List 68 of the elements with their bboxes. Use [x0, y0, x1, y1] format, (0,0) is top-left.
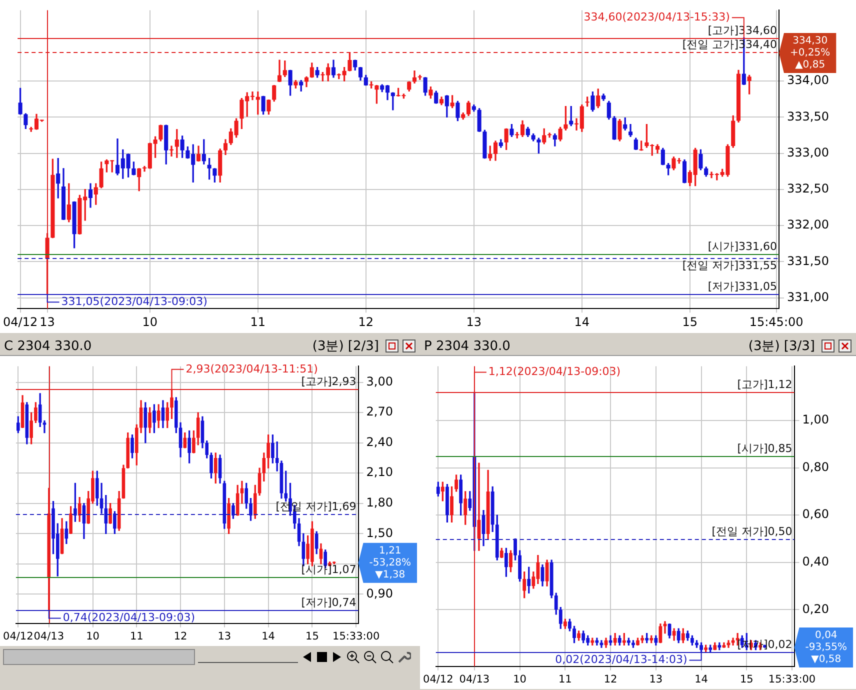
y-tick-label: 334,00: [787, 73, 830, 88]
y-tick-label: 2,70: [366, 404, 393, 419]
y-tick-label: 331,50: [787, 254, 830, 268]
text: 0,04 -93,55% ▼0,58: [805, 630, 848, 666]
annotation: 0,02(2023/04/13-14:03): [555, 653, 688, 666]
x-tick-label: 14: [262, 630, 276, 642]
y-tick-label: 3,00: [366, 374, 393, 388]
y-tick-label: 2,10: [366, 465, 393, 480]
y-tick-label: 333,50: [787, 109, 830, 124]
x-tick-label: 14: [694, 673, 708, 686]
x-tick-label: 15:33:00: [332, 630, 380, 642]
x-tick-label: 13: [466, 314, 482, 329]
ref-line-label: [고가]2,93: [301, 374, 356, 388]
ref-line-label: [저가]0,74: [301, 596, 356, 609]
x-tick-label: 10: [513, 673, 526, 686]
ref-line-label: [시가]0,85: [737, 442, 792, 455]
annotation: 2,93(2023/04/13-11:51): [186, 362, 318, 376]
y-tick-label: 2,40: [366, 434, 393, 449]
y-tick-label: 0,20: [802, 602, 829, 616]
ref-line-label: [시가]1,07: [301, 562, 356, 576]
x-tick-label: 12: [174, 630, 188, 642]
y-tick-label: 0,90: [366, 586, 393, 600]
y-tick-label: 332,50: [787, 182, 830, 196]
ref-line-label: [저가]331,05: [708, 280, 778, 293]
x-tick-label: 15:33:00: [768, 673, 816, 686]
x-tick-label: 12: [358, 314, 374, 329]
annotation: 331,05(2023/04/13-09:03): [61, 295, 208, 308]
x-tick-label: 13: [218, 630, 232, 642]
ref-line-label: [전일 저가]0,50: [712, 524, 792, 538]
y-tick-label: 0,60: [802, 507, 829, 522]
x-tick-label: 04/12: [3, 630, 34, 642]
x-tick-label: 04/12: [3, 314, 38, 329]
ref-line-label: [시가]331,60: [708, 240, 778, 253]
x-tick-label: 04/13: [459, 673, 490, 686]
ref-line-label: [전일 저가]331,55: [682, 258, 778, 272]
y-tick-label: 0,40: [802, 554, 829, 569]
ref-line-label: [고가]1,12: [737, 378, 792, 391]
x-tick-label: 04/13: [34, 630, 64, 642]
chart-subtitle: (3분) [2/3]: [312, 338, 379, 355]
x-tick-label: 10: [142, 314, 158, 329]
chart-title: C 2304 330.0: [4, 338, 93, 354]
x-tick-label: 12: [604, 673, 618, 686]
chart-title: P 2304 330.0: [424, 338, 512, 354]
x-tick-label: 15: [740, 673, 754, 686]
text: 334,30 +0,25% ▲0,85: [790, 36, 830, 71]
y-tick-label: 331,00: [787, 290, 830, 304]
chart-subtitle: (3분) [3/3]: [748, 338, 815, 355]
x-tick-label: 11: [250, 314, 266, 329]
x-tick-label: 13: [649, 673, 663, 686]
x-tick-label: 15:45:00: [749, 314, 804, 329]
y-tick-label: 333,00: [787, 145, 830, 160]
x-tick-label: 13: [40, 314, 55, 329]
x-tick-label: 10: [86, 630, 100, 642]
x-tick-label: 14: [574, 314, 590, 329]
text: 1,21 -53,28% ▼1,38: [369, 545, 412, 580]
annotation: 1,12(2023/04/13-09:03): [488, 365, 621, 378]
x-tick-label: 04/12: [423, 673, 454, 686]
x-tick-label: 11: [558, 673, 572, 686]
x-tick-label: 15: [682, 314, 698, 329]
x-tick-label: 11: [130, 630, 144, 642]
y-tick-label: 332,00: [787, 218, 830, 232]
annotation: 334,60(2023/04/13-15:33): [584, 10, 730, 24]
y-tick-label: 1,50: [366, 526, 393, 540]
x-tick-label: 15: [306, 630, 319, 642]
y-tick-label: 1,80: [366, 496, 393, 510]
annotation: 0,74(2023/04/13-09:03): [62, 611, 196, 624]
y-tick-label: 0,80: [802, 460, 829, 474]
y-tick-label: 1,00: [802, 412, 829, 427]
